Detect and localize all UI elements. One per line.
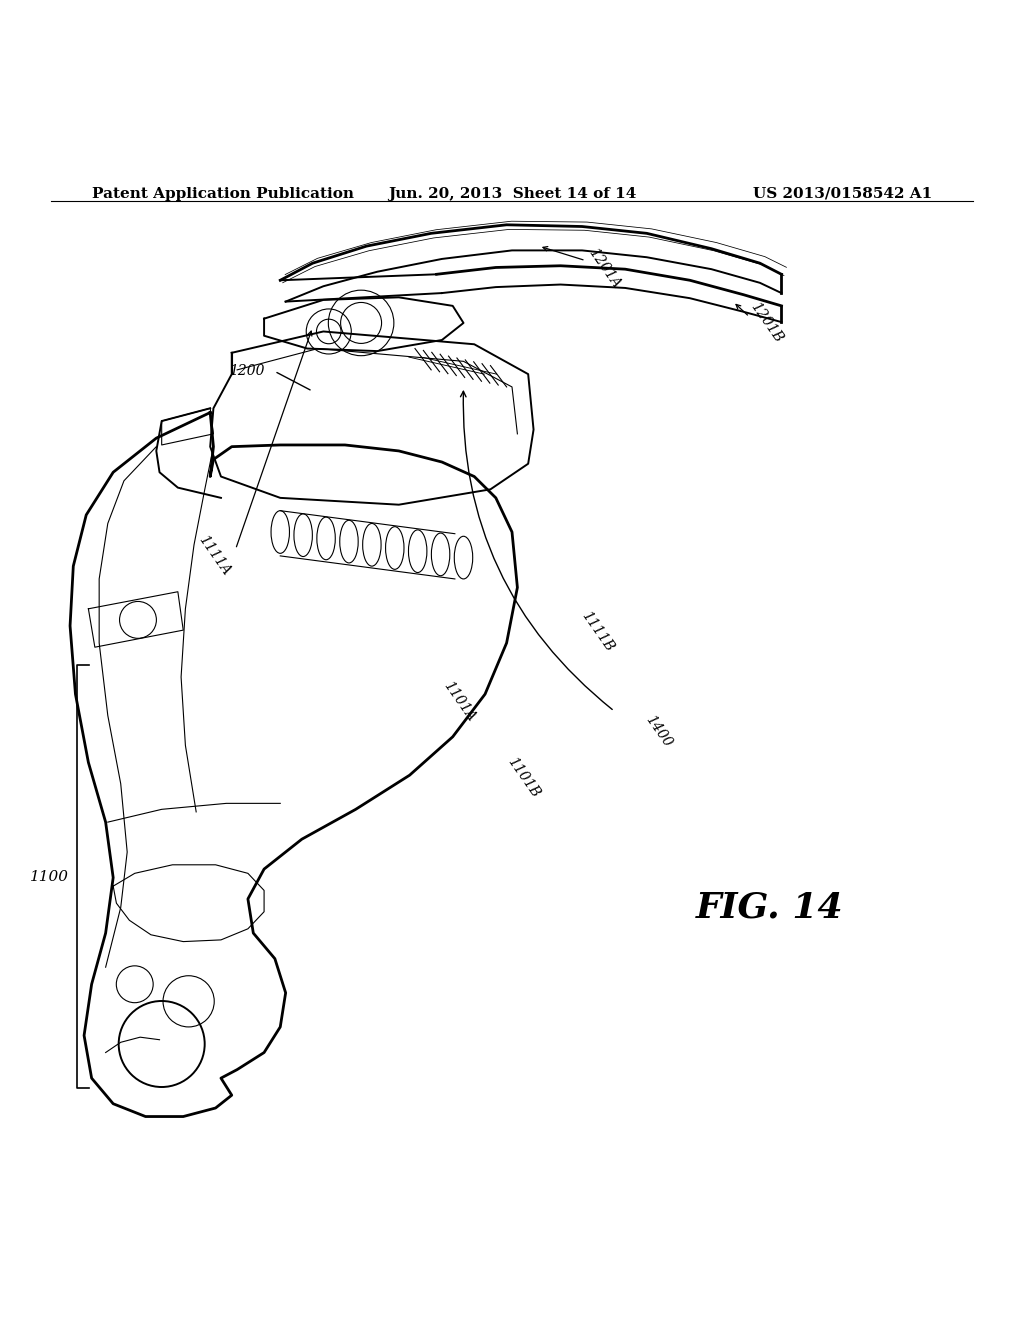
Text: US 2013/0158542 A1: US 2013/0158542 A1 — [753, 187, 932, 201]
Text: Jun. 20, 2013  Sheet 14 of 14: Jun. 20, 2013 Sheet 14 of 14 — [388, 187, 636, 201]
Text: 1400: 1400 — [643, 713, 675, 750]
Text: 1111A: 1111A — [196, 533, 233, 578]
Text: 1111B: 1111B — [579, 609, 616, 655]
Text: Patent Application Publication: Patent Application Publication — [92, 187, 354, 201]
Text: FIG. 14: FIG. 14 — [696, 891, 844, 925]
Text: 1101A: 1101A — [440, 678, 478, 723]
Text: 1201B: 1201B — [748, 300, 785, 345]
Text: 1201A: 1201A — [586, 247, 624, 292]
Text: 1100: 1100 — [30, 870, 69, 884]
Text: 1200: 1200 — [228, 364, 264, 379]
Text: 1101B: 1101B — [505, 755, 543, 800]
